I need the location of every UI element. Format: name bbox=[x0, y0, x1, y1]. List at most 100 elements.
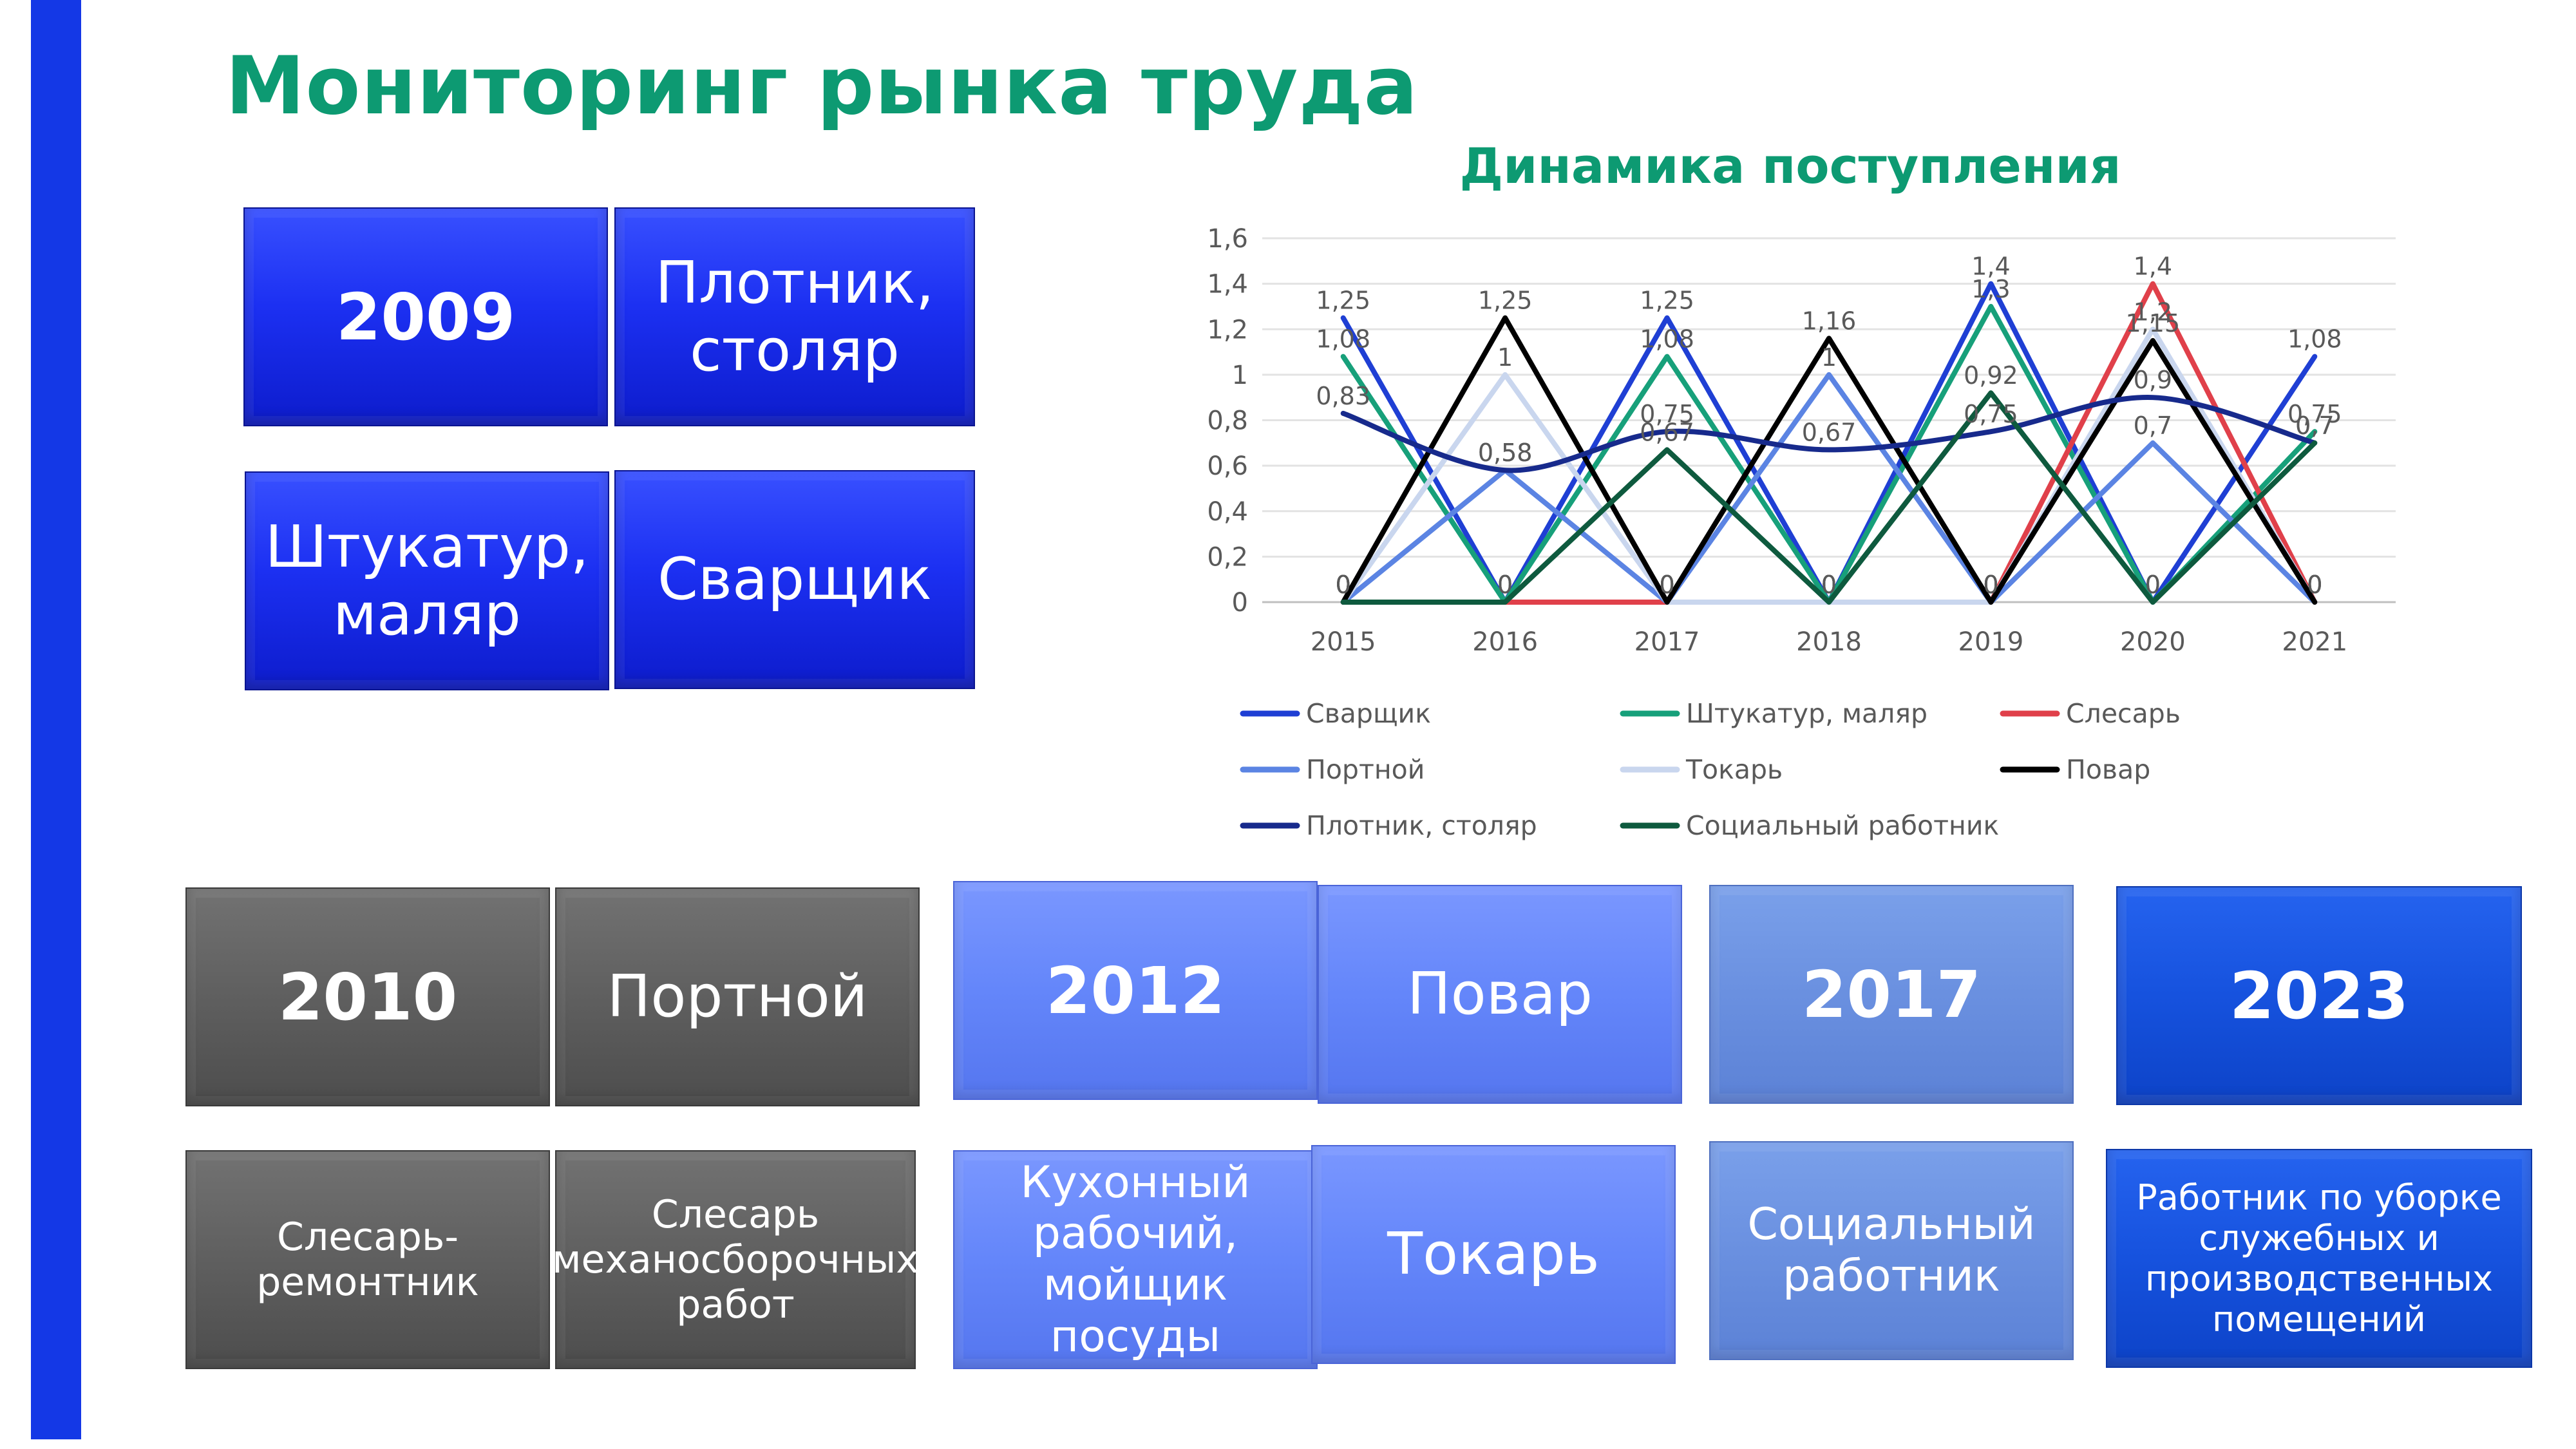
data-label: 0 bbox=[2307, 571, 2322, 599]
data-label: 0 bbox=[1659, 571, 1674, 599]
legend-label: Портной bbox=[1306, 754, 1425, 785]
legend-label: Токарь bbox=[1685, 754, 1783, 785]
data-label: 0,75 bbox=[1964, 400, 2018, 428]
x-tick-label: 2016 bbox=[1472, 627, 1538, 657]
data-label: 0 bbox=[2307, 571, 2322, 599]
data-label: 0,58 bbox=[1478, 439, 1533, 467]
data-label: 1,25 bbox=[1316, 287, 1370, 315]
tile-2009-plasterer: Штукатур, маляр bbox=[245, 471, 609, 690]
data-label: 0,7 bbox=[2295, 412, 2334, 440]
left-accent-bar bbox=[31, 0, 81, 1439]
data-label: 0,75 bbox=[1640, 400, 1694, 428]
legend-label: Штукатур, маляр bbox=[1686, 698, 1927, 729]
data-label: 0 bbox=[2145, 571, 2161, 599]
y-tick-label: 0,2 bbox=[1207, 542, 1248, 572]
data-label: 0 bbox=[1659, 571, 1674, 599]
series-line-3 bbox=[1340, 372, 2318, 605]
data-label: 0,9 bbox=[2134, 366, 2172, 394]
data-label: 0 bbox=[1497, 571, 1513, 599]
data-label: 0,7 bbox=[2134, 412, 2172, 440]
tile-2012-cook: Повар bbox=[1318, 885, 1682, 1104]
data-label: 0 bbox=[1983, 571, 1998, 599]
data-label: 0 bbox=[1497, 571, 1513, 599]
y-tick-label: 0,6 bbox=[1207, 451, 1248, 481]
data-label: 1,4 bbox=[2134, 252, 2172, 281]
y-tick-label: 0,8 bbox=[1207, 406, 1248, 436]
data-label: 0 bbox=[2145, 571, 2161, 599]
tile-2009-carpenter: Плотник, столяр bbox=[614, 207, 975, 426]
tile-2012-year: 2012 bbox=[953, 881, 1318, 1100]
data-label: 0 bbox=[1821, 571, 1837, 599]
data-label: 0 bbox=[1497, 571, 1513, 599]
data-label: 0 bbox=[1659, 571, 1674, 599]
data-label: 0 bbox=[1336, 571, 1351, 599]
data-label: 1,08 bbox=[1316, 325, 1370, 354]
y-tick-label: 1,2 bbox=[1207, 315, 1248, 345]
data-label: 0 bbox=[1336, 571, 1351, 599]
data-label: 1 bbox=[1821, 343, 1837, 372]
legend-label: Слесарь bbox=[2066, 698, 2181, 729]
tile-2023-cleaner: Работник по уборке служебных и производс… bbox=[2106, 1149, 2532, 1368]
data-label: 0 bbox=[1336, 571, 1351, 599]
data-label: 0,58 bbox=[1478, 439, 1533, 467]
data-label: 1 bbox=[1497, 343, 1513, 372]
data-label: 0 bbox=[1821, 571, 1837, 599]
tile-2012-turner: Токарь bbox=[1311, 1145, 1676, 1364]
chart-title: Динамика поступления bbox=[1459, 137, 2121, 194]
series-line-7 bbox=[1340, 390, 2318, 605]
data-label: 0 bbox=[1497, 571, 1513, 599]
data-label: 0 bbox=[1983, 571, 1998, 599]
legend-label: Повар bbox=[2066, 754, 2150, 785]
data-label: 1,08 bbox=[1640, 325, 1694, 354]
x-tick-label: 2017 bbox=[1634, 627, 1700, 657]
data-label: 0,83 bbox=[1316, 382, 1370, 410]
page-title: Мониторинг рынка труда bbox=[225, 40, 1419, 133]
data-label: 0,67 bbox=[1802, 418, 1857, 446]
data-label: 1,3 bbox=[1971, 275, 2010, 303]
data-label: 1,25 bbox=[1640, 287, 1694, 315]
tile-2010-tailor: Портной bbox=[555, 887, 920, 1106]
tile-2010-year: 2010 bbox=[185, 887, 550, 1106]
y-tick-label: 0,4 bbox=[1207, 497, 1248, 527]
data-label: 0 bbox=[2307, 571, 2322, 599]
data-label: 0,92 bbox=[1964, 361, 2018, 390]
data-label: 0,7 bbox=[2295, 412, 2334, 440]
line-chart: Динамика поступления 00,20,40,60,811,21,… bbox=[1207, 137, 2396, 841]
legend-label: Плотник, столяр bbox=[1306, 810, 1537, 841]
data-label: 1,08 bbox=[2287, 325, 2342, 354]
data-label: 1,16 bbox=[1802, 307, 1857, 335]
x-tick-label: 2020 bbox=[2120, 627, 2186, 657]
data-label: 0,75 bbox=[2287, 400, 2342, 428]
y-tick-label: 1,6 bbox=[1207, 224, 1248, 254]
y-tick-label: 1,4 bbox=[1207, 270, 1248, 299]
tile-2017-year: 2017 bbox=[1709, 885, 2074, 1104]
data-label: 0 bbox=[1821, 571, 1837, 599]
data-label: 0 bbox=[2145, 571, 2161, 599]
tile-2009-year: 2009 bbox=[243, 207, 608, 426]
x-tick-label: 2019 bbox=[1958, 627, 2024, 657]
series-line-6 bbox=[1340, 395, 2318, 473]
data-label: 0 bbox=[1659, 571, 1674, 599]
data-label: 0 bbox=[1983, 571, 1998, 599]
tile-2023-year: 2023 bbox=[2116, 886, 2522, 1105]
x-tick-label: 2018 bbox=[1796, 627, 1862, 657]
legend-label: Социальный работник bbox=[1686, 810, 1999, 841]
data-label: 1,15 bbox=[2126, 309, 2181, 337]
data-label: 0 bbox=[1336, 571, 1351, 599]
tile-2010-repair-mechanic: Слесарь-ремонтник bbox=[185, 1150, 550, 1369]
tile-2012-kitchen-worker: Кухонный рабочий, мойщик посуды bbox=[953, 1150, 1318, 1369]
x-tick-label: 2021 bbox=[2282, 627, 2347, 657]
data-label: 0 bbox=[1336, 571, 1351, 599]
tile-2017-social-worker: Социальный работник bbox=[1709, 1141, 2074, 1360]
x-tick-label: 2015 bbox=[1311, 627, 1376, 657]
y-tick-label: 0 bbox=[1232, 588, 1248, 618]
tile-2009-welder: Сварщик bbox=[614, 470, 975, 689]
data-label: 1,2 bbox=[2134, 298, 2172, 326]
data-label: 0 bbox=[2307, 571, 2322, 599]
data-label: 0 bbox=[1983, 571, 1998, 599]
data-label: 0,67 bbox=[1640, 418, 1694, 446]
data-label: 0 bbox=[1821, 571, 1837, 599]
data-label: 1,4 bbox=[1971, 252, 2010, 281]
series-line-5 bbox=[1340, 315, 2318, 605]
tile-2010-assembly-mechanic: Слесарь механосборочных работ bbox=[552, 1150, 919, 1369]
